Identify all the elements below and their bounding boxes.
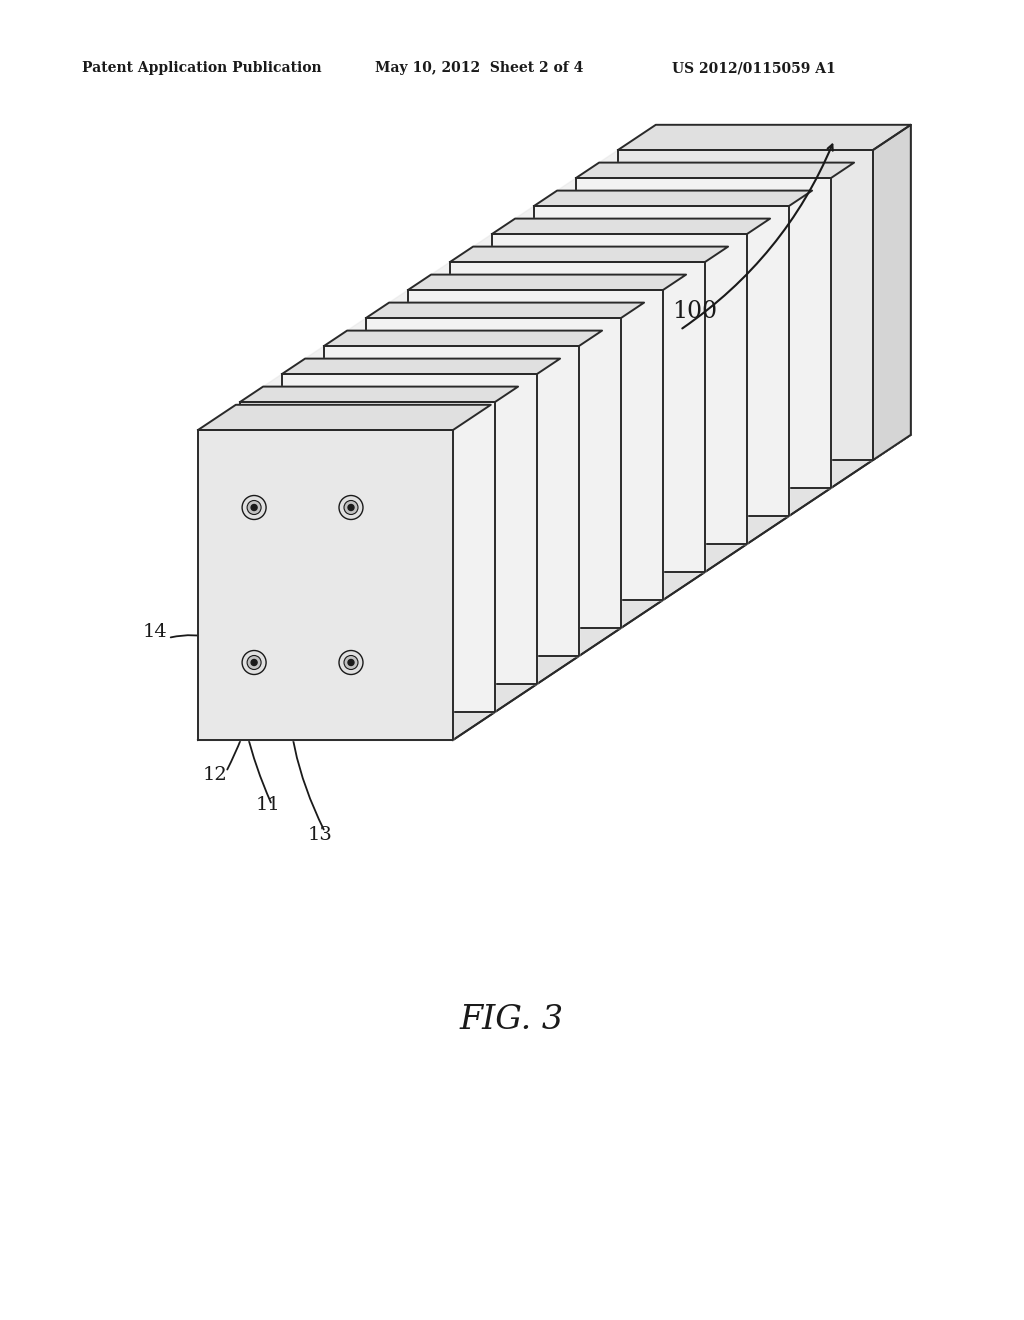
- Polygon shape: [534, 206, 790, 516]
- Circle shape: [251, 504, 257, 511]
- Polygon shape: [282, 374, 537, 684]
- Circle shape: [339, 495, 362, 520]
- Polygon shape: [282, 359, 560, 374]
- Text: US 2012/0115059 A1: US 2012/0115059 A1: [672, 61, 836, 75]
- Text: 11: 11: [256, 796, 281, 814]
- Polygon shape: [450, 261, 705, 572]
- Polygon shape: [492, 219, 770, 234]
- Circle shape: [247, 500, 261, 515]
- Circle shape: [344, 656, 358, 669]
- Text: 13: 13: [307, 826, 333, 843]
- Polygon shape: [453, 125, 910, 741]
- Text: 12: 12: [203, 766, 227, 784]
- Polygon shape: [240, 387, 518, 403]
- Polygon shape: [366, 302, 644, 318]
- Circle shape: [242, 651, 266, 675]
- Polygon shape: [324, 346, 579, 656]
- Text: May 10, 2012  Sheet 2 of 4: May 10, 2012 Sheet 2 of 4: [375, 61, 584, 75]
- Polygon shape: [324, 330, 602, 346]
- Text: 100: 100: [673, 301, 718, 323]
- Polygon shape: [366, 318, 621, 628]
- Circle shape: [339, 651, 362, 675]
- Circle shape: [348, 504, 354, 511]
- Circle shape: [888, 378, 898, 388]
- Polygon shape: [575, 162, 854, 178]
- Polygon shape: [240, 403, 495, 711]
- Polygon shape: [408, 275, 686, 290]
- Polygon shape: [198, 405, 490, 430]
- Polygon shape: [618, 125, 910, 150]
- Text: 14: 14: [142, 623, 167, 642]
- Polygon shape: [450, 247, 728, 261]
- Polygon shape: [198, 125, 910, 430]
- Polygon shape: [618, 150, 873, 459]
- Circle shape: [251, 660, 257, 665]
- Text: Patent Application Publication: Patent Application Publication: [82, 61, 322, 75]
- Circle shape: [247, 656, 261, 669]
- Circle shape: [888, 223, 898, 232]
- Circle shape: [884, 219, 902, 236]
- Polygon shape: [408, 290, 663, 601]
- Circle shape: [344, 500, 358, 515]
- Polygon shape: [492, 234, 746, 544]
- Polygon shape: [575, 178, 831, 488]
- Text: FIG. 3: FIG. 3: [460, 1005, 564, 1036]
- Polygon shape: [873, 125, 910, 459]
- Polygon shape: [534, 190, 812, 206]
- Circle shape: [242, 495, 266, 520]
- Polygon shape: [198, 430, 453, 741]
- Circle shape: [884, 374, 902, 392]
- Circle shape: [348, 660, 354, 665]
